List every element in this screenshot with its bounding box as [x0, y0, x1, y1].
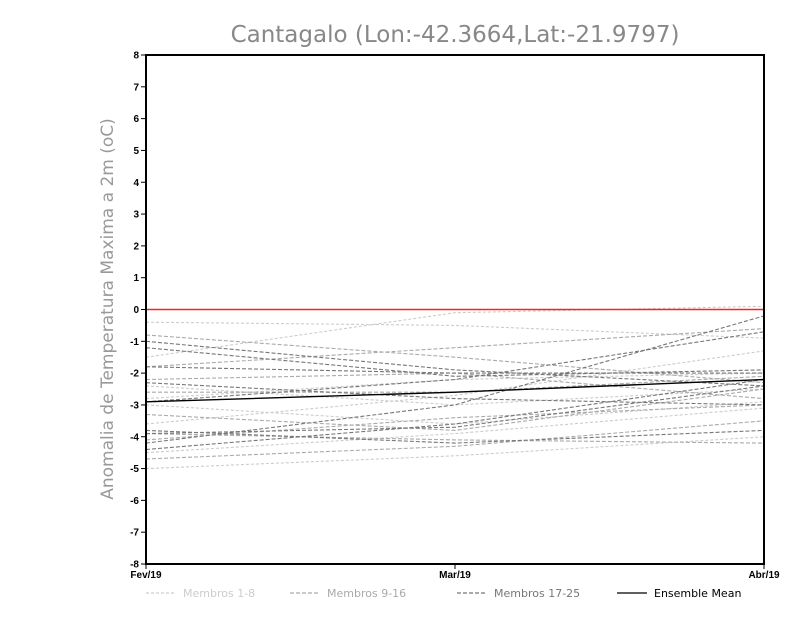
chart-title: Cantagalo (Lon:-42.3664,Lat:-21.9797) — [231, 22, 680, 48]
y-tick-label: -4 — [130, 432, 139, 443]
member-line-5 — [145, 407, 765, 454]
member-line-18 — [145, 347, 765, 377]
y-tick-label: -1 — [130, 337, 139, 348]
legend: Membros 1-8 Membros 9-16 Membros 17-25 Ense… — [146, 587, 741, 600]
y-tick-label: 6 — [133, 114, 139, 125]
ensemble-mean-line — [145, 378, 765, 403]
x-tick-label: Fev/19 — [130, 570, 162, 581]
member-line-4 — [145, 401, 765, 425]
y-tick-label: -3 — [130, 400, 139, 411]
y-tick-label: 4 — [133, 178, 139, 189]
y-tick-label: 3 — [133, 210, 139, 221]
member-line-23 — [145, 315, 765, 444]
y-tick-label: -7 — [130, 528, 139, 539]
y-tick-label: 8 — [133, 51, 139, 62]
y-tick-label: 7 — [133, 82, 139, 93]
member-line-8 — [145, 350, 765, 425]
member-line-12 — [145, 404, 765, 441]
y-tick-label: 0 — [133, 305, 139, 316]
member-line-6 — [145, 436, 765, 470]
member-line-14 — [146, 375, 765, 393]
y-tick-label: 5 — [133, 146, 139, 157]
y-tick-label: 2 — [133, 241, 139, 252]
x-tick-label: Mar/19 — [439, 570, 471, 581]
y-axis-label: Anomalia de Temperatura Maxima a 2m (oC) — [98, 118, 118, 500]
member-line-13 — [145, 420, 765, 460]
legend-label: Ensemble Mean — [654, 587, 741, 600]
member-line-1 — [145, 321, 765, 339]
member-line-2 — [145, 305, 765, 358]
legend-label: Membros 17-25 — [494, 587, 580, 600]
y-tick-label: -8 — [130, 560, 139, 571]
member-line-25 — [145, 385, 765, 435]
member-line-9 — [145, 334, 765, 384]
member-line-16 — [145, 433, 765, 444]
member-line-21 — [145, 331, 765, 403]
y-tick-label: 1 — [133, 273, 139, 284]
member-line-19 — [145, 366, 764, 374]
x-tick-label: Abr/19 — [748, 570, 780, 581]
member-line-17 — [145, 340, 765, 387]
legend-label: Membros 9-16 — [327, 587, 406, 600]
member-line-20 — [145, 382, 765, 406]
y-tick-label: -2 — [130, 369, 139, 380]
legend-label: Membros 1-8 — [183, 587, 255, 600]
member-line-7 — [145, 372, 765, 400]
y-tick-label: -6 — [130, 496, 139, 507]
member-line-11 — [145, 388, 765, 431]
y-tick-label: -5 — [130, 464, 139, 475]
member-line-15 — [145, 328, 765, 368]
member-line-24 — [145, 378, 765, 451]
member-line-22 — [145, 429, 765, 444]
